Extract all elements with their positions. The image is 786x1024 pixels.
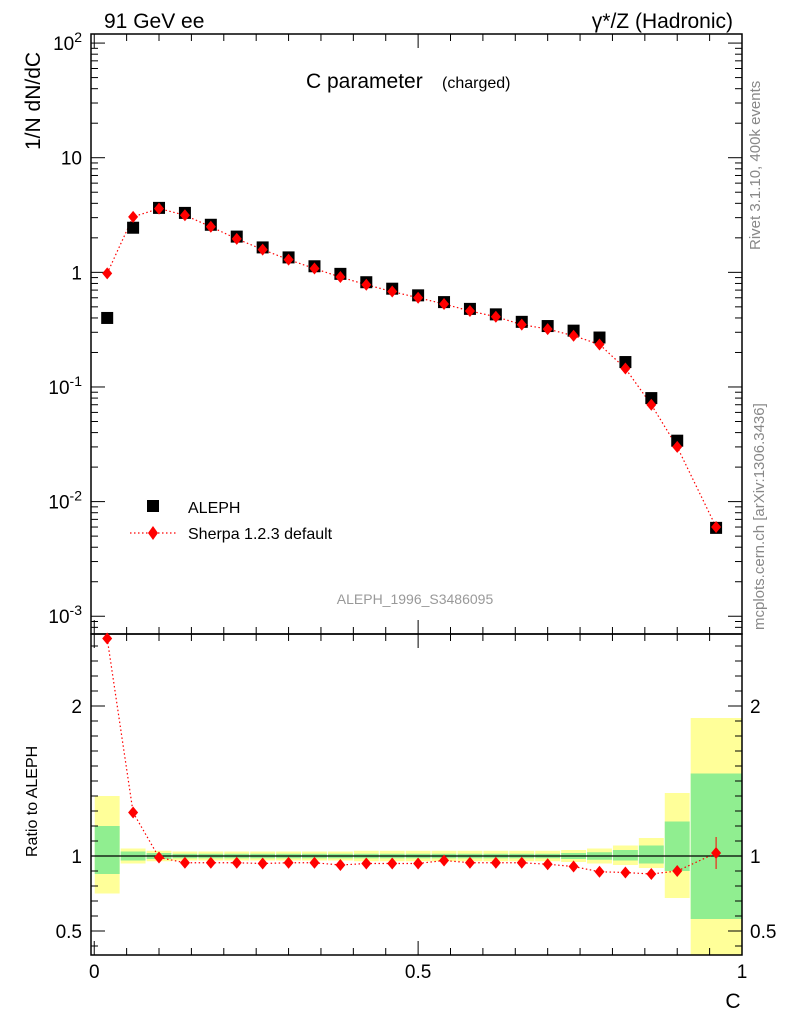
- sherpa-point: [231, 232, 242, 245]
- ratio-plot-area: 0.5 0.51 12 20 0.5 1: [56, 632, 776, 983]
- xtick-label: 1: [737, 962, 748, 983]
- sherpa-point: [672, 440, 683, 453]
- aleph-point: [645, 392, 658, 405]
- main-panel: 10-3 10-2 10-1 1 10 102 C parameter (charged)…: [22, 29, 743, 635]
- ratio-sherpa-point: [128, 806, 139, 819]
- sherpa-point: [439, 297, 450, 310]
- legend: ALEPH Sherpa 1.2.3 default: [130, 500, 333, 543]
- legend-marker-sherpa: [148, 526, 158, 540]
- header-right: γ*/Z (Hadronic): [592, 10, 733, 33]
- main-ytick-label: 10-2: [48, 488, 82, 514]
- sherpa-point: [309, 262, 320, 275]
- main-ytick-label: 10-3: [48, 602, 82, 628]
- legend-label-sherpa: Sherpa 1.2.3 default: [188, 526, 333, 543]
- sherpa-point: [361, 278, 372, 291]
- ratio-ytick-label-left: 1: [71, 847, 82, 868]
- ratio-sherpa-point: [464, 856, 475, 869]
- ratio-ytick-label-right: 2: [750, 697, 761, 718]
- ratio-sherpa-point: [361, 857, 372, 870]
- ratio-sherpa-point: [335, 859, 346, 871]
- sherpa-point: [413, 291, 424, 304]
- main-ytick-label: 10: [61, 149, 82, 170]
- ratio-ytick-label-left: 2: [71, 697, 82, 718]
- ratio-sherpa-point: [387, 857, 398, 870]
- ratio-sherpa-point: [231, 856, 242, 869]
- main-ytick-label: 10-1: [48, 373, 82, 399]
- ratio-sherpa-point: [154, 851, 165, 864]
- ratio-panel: 0.5 0.51 12 20 0.5 1 Ratio to ALEPH C: [24, 632, 776, 1013]
- ratio-ytick-label-right: 1: [750, 847, 761, 868]
- uncertainty-band-inner: [664, 821, 690, 871]
- main-ytick-label: 102: [53, 29, 82, 55]
- sherpa-point: [257, 243, 268, 256]
- sherpa-point: [464, 305, 475, 318]
- uncertainty-band-inner: [612, 850, 638, 861]
- aleph-point: [127, 221, 140, 234]
- main-plot-area: 10-3 10-2 10-1 1 10 102: [48, 29, 743, 635]
- legend-marker-aleph: [147, 500, 159, 512]
- main-ylabel: 1/N dN/dC: [22, 52, 45, 150]
- ratio-ytick-label-left: 0.5: [56, 922, 82, 943]
- uncertainty-band-inner: [638, 845, 664, 864]
- legend-label-aleph: ALEPH: [188, 500, 240, 517]
- x-axis-label: C: [725, 990, 740, 1013]
- ratio-sherpa-point: [257, 857, 268, 870]
- ratio-sherpa-point: [672, 865, 683, 877]
- sherpa-point: [128, 210, 139, 223]
- sherpa-point: [542, 323, 553, 336]
- sherpa-point: [387, 285, 398, 298]
- ratio-sherpa-point: [309, 856, 320, 869]
- sherpa-line: [106, 207, 717, 528]
- ratio-frame: [90, 633, 743, 956]
- ratio-sherpa-point: [439, 854, 450, 867]
- rivet-label: Rivet 3.1.10, 400k events: [747, 81, 764, 250]
- main-watermark: ALEPH_1996_S3486095: [337, 591, 494, 607]
- sherpa-point: [646, 398, 657, 411]
- main-frame: [90, 33, 743, 635]
- uncertainty-band-inner: [94, 826, 120, 874]
- ratio-sherpa-point: [102, 632, 113, 645]
- ratio-ylabel: Ratio to ALEPH: [24, 746, 41, 857]
- sherpa-point: [179, 209, 190, 222]
- aleph-point: [619, 356, 632, 369]
- xtick-label: 0.5: [405, 962, 431, 983]
- sherpa-point: [516, 318, 527, 331]
- ratio-sherpa-point: [620, 866, 631, 879]
- sherpa-point: [102, 267, 113, 280]
- sherpa-point: [711, 521, 722, 534]
- xtick-label: 0: [89, 962, 100, 983]
- mcplots-label: mcplots.cern.ch [arXiv:1306.3436]: [751, 403, 768, 630]
- ratio-sherpa-point: [205, 856, 216, 869]
- ratio-sherpa-line: [106, 638, 717, 875]
- ratio-sherpa-point: [594, 865, 605, 878]
- sherpa-point: [594, 338, 605, 351]
- ratio-sherpa-point: [646, 868, 657, 880]
- ratio-sherpa-point: [179, 856, 190, 869]
- ratio-sherpa-point: [542, 858, 553, 871]
- header-left: 91 GeV ee: [104, 10, 204, 33]
- ratio-sherpa-point: [516, 856, 527, 869]
- ratio-sherpa-point: [490, 856, 501, 869]
- aleph-point: [671, 434, 684, 447]
- sherpa-point: [154, 202, 165, 215]
- sherpa-point: [283, 253, 294, 266]
- sherpa-point: [205, 220, 216, 233]
- main-title: C parameter: [306, 70, 423, 93]
- main-title-sub: (charged): [442, 75, 510, 92]
- ratio-sherpa-point: [413, 857, 424, 870]
- sherpa-point: [568, 329, 579, 342]
- sherpa-point: [490, 310, 501, 323]
- ratio-ytick-label-right: 0.5: [750, 922, 776, 943]
- main-ytick-label: 1: [71, 263, 82, 284]
- ratio-sherpa-point: [568, 860, 579, 873]
- aleph-point: [593, 331, 606, 344]
- sherpa-point: [335, 271, 346, 284]
- ratio-sherpa-point: [283, 856, 294, 869]
- aleph-point: [101, 311, 114, 324]
- sherpa-point: [620, 362, 631, 375]
